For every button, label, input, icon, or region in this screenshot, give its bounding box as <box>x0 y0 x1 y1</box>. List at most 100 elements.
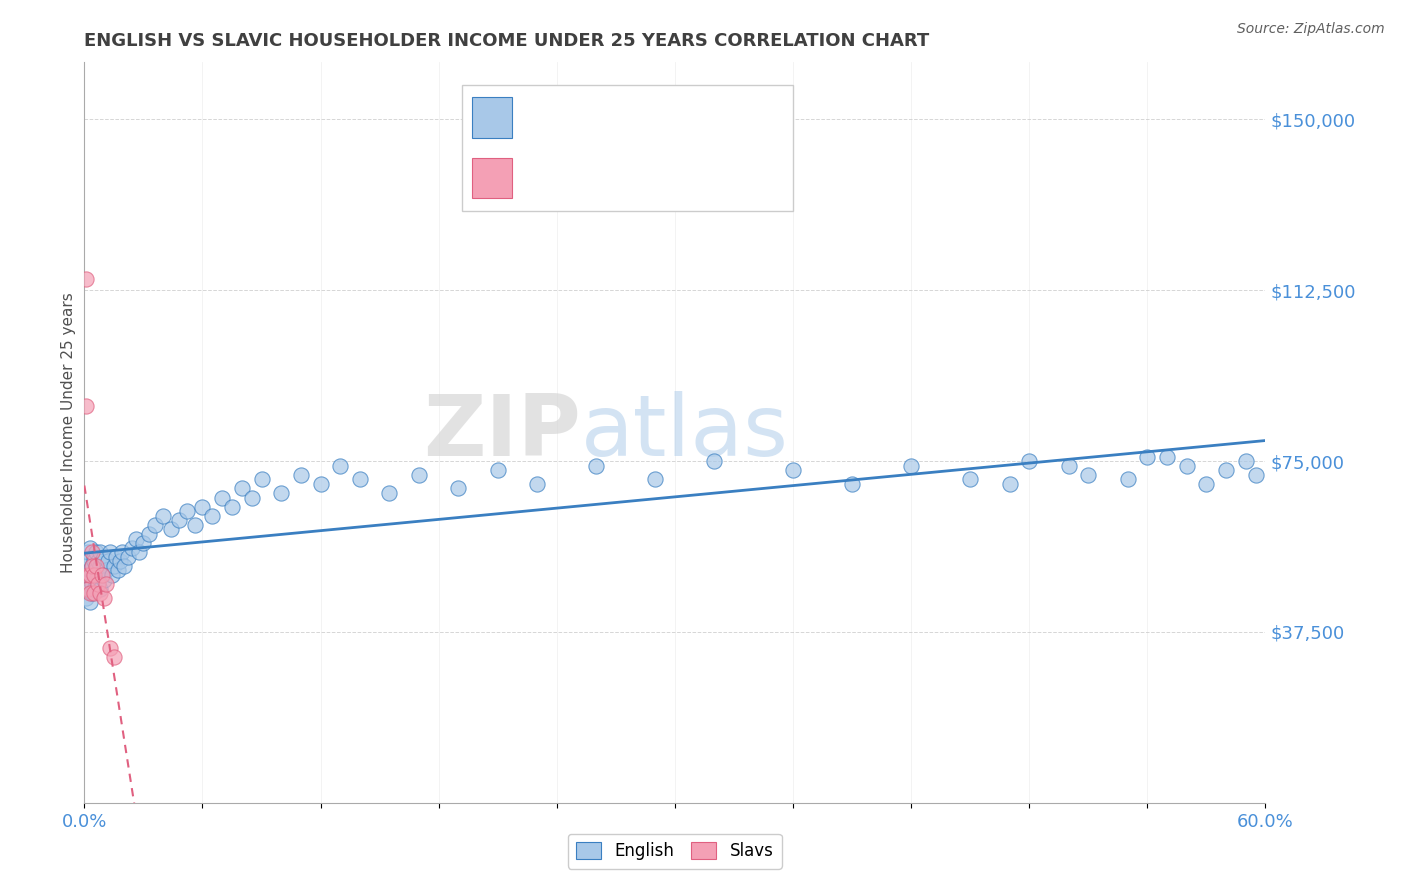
Point <box>124 532 146 546</box>
Point <box>98 545 121 559</box>
Point <box>447 482 470 496</box>
Point <box>143 517 166 532</box>
Point <box>104 549 127 564</box>
Point <box>183 517 205 532</box>
Point <box>87 554 110 568</box>
Point <box>1018 454 1040 468</box>
Point <box>349 472 371 486</box>
Point <box>1244 467 1267 482</box>
Point <box>585 458 607 473</box>
Point <box>1136 450 1159 464</box>
Point <box>1156 450 1178 464</box>
Point <box>270 486 292 500</box>
Point <box>77 554 100 568</box>
Y-axis label: Householder Income Under 25 years: Householder Income Under 25 years <box>60 293 76 573</box>
Point <box>91 554 114 568</box>
Text: ENGLISH VS SLAVIC HOUSEHOLDER INCOME UNDER 25 YEARS CORRELATION CHART: ENGLISH VS SLAVIC HOUSEHOLDER INCOME UND… <box>84 32 929 50</box>
Point <box>79 564 101 578</box>
Point <box>117 549 139 564</box>
Point <box>329 458 352 473</box>
Point <box>77 582 100 596</box>
Point <box>93 573 115 587</box>
Point <box>191 500 214 514</box>
Point <box>526 476 548 491</box>
Point <box>644 472 666 486</box>
Point <box>160 523 183 537</box>
Point <box>77 582 100 596</box>
Point <box>1175 458 1198 473</box>
Point <box>89 586 111 600</box>
Point <box>77 545 100 559</box>
Point <box>1077 467 1099 482</box>
Point <box>93 591 115 605</box>
Point <box>79 541 101 555</box>
Point <box>83 582 105 596</box>
Point <box>703 454 725 468</box>
Point <box>87 577 110 591</box>
Point <box>290 467 312 482</box>
Point <box>108 554 131 568</box>
Point <box>75 577 97 591</box>
Point <box>79 586 101 600</box>
Point <box>1195 476 1218 491</box>
Point <box>121 541 143 555</box>
Point <box>782 463 804 477</box>
Point <box>112 558 135 573</box>
Point <box>77 568 100 582</box>
Point <box>79 568 101 582</box>
Point <box>83 549 105 564</box>
Legend: English, Slavs: English, Slavs <box>568 834 782 869</box>
Point <box>84 564 107 578</box>
Point <box>75 591 97 605</box>
Point <box>167 513 190 527</box>
Point <box>408 467 430 482</box>
Point <box>94 577 117 591</box>
Point <box>82 586 104 600</box>
Point <box>959 472 981 486</box>
Point <box>152 508 174 523</box>
Point <box>83 554 105 568</box>
Point <box>75 558 97 573</box>
Point <box>83 568 105 582</box>
Point <box>103 558 125 573</box>
Point <box>83 568 105 582</box>
Point <box>77 568 100 582</box>
Point <box>87 568 110 582</box>
Text: ZIP: ZIP <box>423 391 581 475</box>
Point <box>84 573 107 587</box>
Point <box>128 545 150 559</box>
Point <box>103 650 125 665</box>
Point <box>89 558 111 573</box>
Point <box>75 272 97 286</box>
Point <box>1116 472 1139 486</box>
Text: atlas: atlas <box>581 391 789 475</box>
Point <box>841 476 863 491</box>
Point <box>84 558 107 573</box>
Point <box>82 545 104 559</box>
Point <box>240 491 263 505</box>
Point <box>75 400 97 414</box>
Point <box>107 564 129 578</box>
Point <box>486 463 509 477</box>
Point <box>79 595 101 609</box>
Point <box>211 491 233 505</box>
Point <box>138 527 160 541</box>
Point <box>84 545 107 559</box>
Point <box>231 482 253 496</box>
Point <box>111 545 134 559</box>
Point <box>91 568 114 582</box>
Point <box>82 558 104 573</box>
Point <box>900 458 922 473</box>
Point <box>221 500 243 514</box>
Point <box>87 577 110 591</box>
Point <box>378 486 401 500</box>
Point <box>91 568 114 582</box>
Point <box>97 554 120 568</box>
Point <box>1215 463 1237 477</box>
Point <box>98 640 121 655</box>
Point <box>1057 458 1080 473</box>
Point <box>1234 454 1257 468</box>
Point <box>132 536 155 550</box>
Point <box>201 508 224 523</box>
Point <box>82 577 104 591</box>
